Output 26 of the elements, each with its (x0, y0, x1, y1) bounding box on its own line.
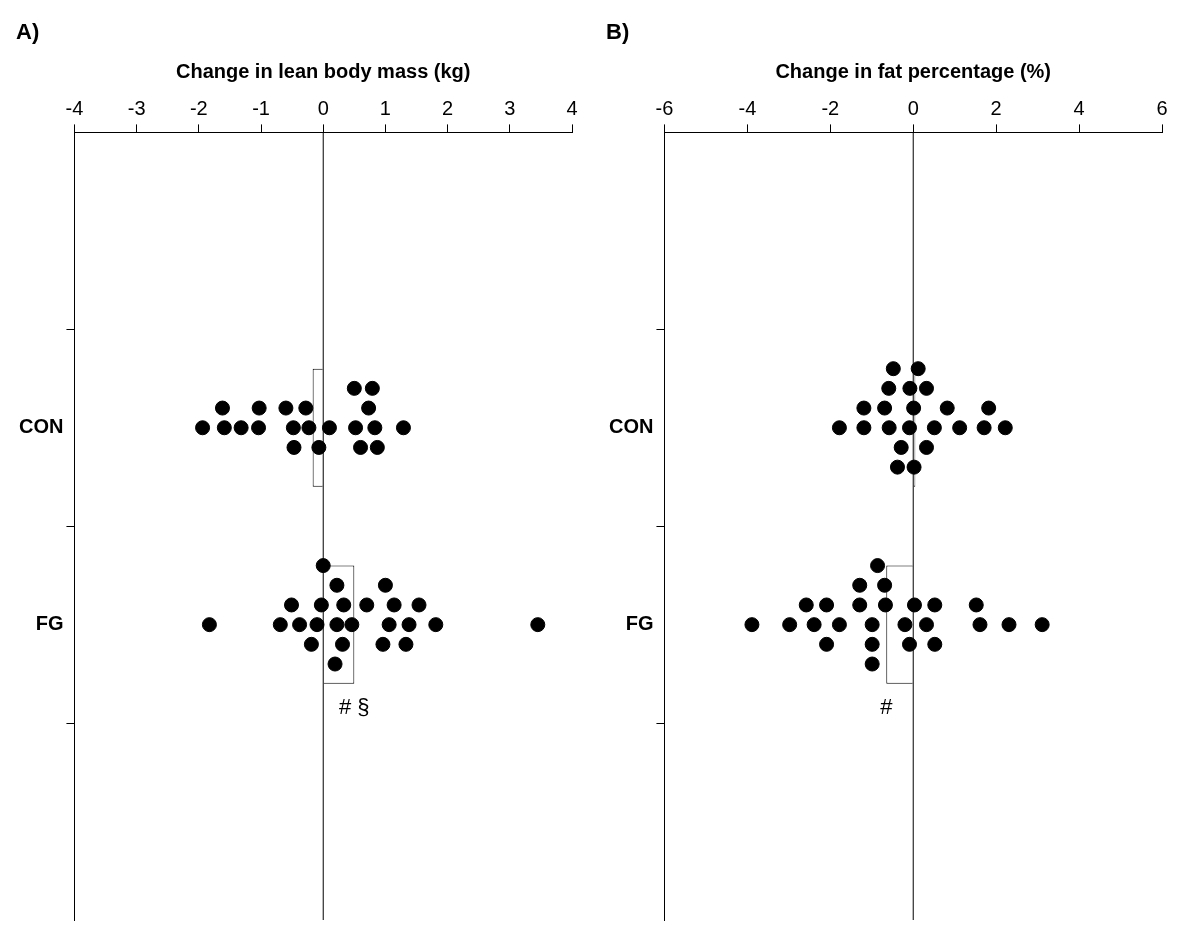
x-tick-label: 4 (1073, 96, 1085, 119)
x-tick-label: -6 (655, 96, 674, 119)
x-tick-label: -3 (127, 96, 146, 119)
x-tick-label: 2 (990, 96, 1002, 119)
x-tick-label: -4 (738, 96, 757, 119)
chart-title: A) (16, 19, 40, 45)
x-tick-label: 1 (379, 96, 391, 119)
chart-title: B) (606, 19, 630, 45)
x-tick-label: 3 (504, 96, 516, 119)
y-tick-label: FG (625, 612, 654, 635)
x-tick-label: -2 (189, 96, 208, 119)
x-tick-label: 0 (317, 96, 329, 119)
x-tick-label: -4 (65, 96, 84, 119)
x-tick-label: 4 (566, 96, 578, 119)
x-tick-label: -2 (821, 96, 840, 119)
x-axis-title: Change in lean body mass (kg) (175, 59, 471, 82)
y-tick-label: CON (608, 415, 654, 438)
annotation: # § (339, 693, 370, 719)
x-tick-label: 2 (442, 96, 454, 119)
x-tick-label: 6 (1156, 96, 1168, 119)
y-tick-label: FG (35, 612, 64, 635)
annotation: # (880, 693, 894, 719)
x-axis-title: Change in fat percentage (%) (775, 59, 1052, 82)
y-tick-label: CON (18, 415, 64, 438)
x-tick-label: -1 (252, 96, 270, 119)
x-tick-label: 0 (907, 96, 919, 119)
